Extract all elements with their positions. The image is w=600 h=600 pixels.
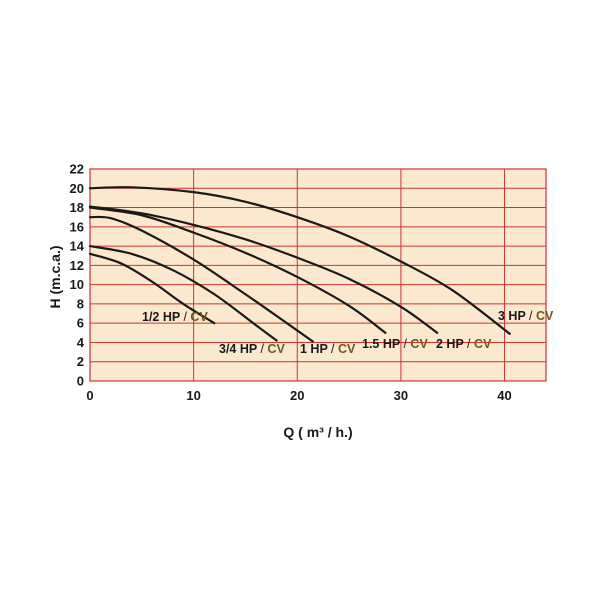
curves	[88, 186, 511, 343]
y-tick-label: 16	[70, 219, 84, 234]
x-tick-label: 30	[394, 388, 408, 403]
curve-1.5-hp	[88, 206, 387, 334]
curve-label-cv: CV	[474, 337, 492, 351]
curve-3-4-hp	[88, 244, 278, 342]
curve-label-cv: CV	[410, 337, 428, 351]
curve-3-hp	[88, 186, 511, 335]
curve-label-cv: CV	[190, 310, 208, 324]
curve-label-cv: CV	[536, 309, 554, 323]
curve-label-hp: 1/2 HP	[142, 310, 183, 324]
y-tick-label: 22	[70, 162, 84, 177]
y-tick-label: 20	[70, 181, 84, 196]
y-tick-label: 18	[70, 200, 84, 215]
curve-label-hp: 1 HP	[300, 342, 331, 356]
curve-label-separator: /	[403, 337, 410, 351]
curve-1-hp	[88, 215, 314, 343]
curve-label-separator: /	[331, 342, 338, 356]
x-tick-label: 0	[86, 388, 93, 403]
plot-frame	[89, 168, 547, 382]
curve-label: 2 HP / CV	[436, 337, 492, 351]
x-tick-labels: 0 10 20 30 40	[86, 388, 511, 403]
y-tick-label: 2	[77, 354, 84, 369]
curve-label-separator: /	[467, 337, 474, 351]
curve-label: 1 HP / CV	[300, 342, 356, 356]
curve-label-cv: CV	[338, 342, 356, 356]
y-axis-title: H (m.c.a.)	[47, 245, 63, 308]
curve-label-separator: /	[183, 310, 190, 324]
x-tick-label: 20	[290, 388, 304, 403]
x-tick-label: 40	[497, 388, 511, 403]
x-tick-label: 10	[186, 388, 200, 403]
grid-lines	[89, 168, 547, 382]
curve-label-hp: 1.5 HP	[362, 337, 403, 351]
curve-1-2-hp	[88, 252, 216, 325]
curve-label-separator: /	[529, 309, 536, 323]
y-tick-label: 14	[70, 239, 85, 254]
curve-label: 1.5 HP / CV	[362, 337, 428, 351]
curve-label-hp: 3/4 HP	[219, 342, 260, 356]
plot-background	[90, 169, 546, 381]
y-tick-label: 0	[77, 374, 84, 389]
y-tick-labels: 0 2 4 6 8 10 12 14 16 18 20 22	[70, 162, 85, 389]
curve-label-hp: 2 HP	[436, 337, 467, 351]
curve-label-cv: CV	[267, 342, 285, 356]
curve-label: 3/4 HP / CV	[219, 342, 285, 356]
y-tick-label: 10	[70, 277, 84, 292]
y-tick-label: 12	[70, 258, 84, 273]
y-tick-label: 8	[77, 296, 84, 311]
curve-label-hp: 3 HP	[498, 309, 529, 323]
x-axis-title: Q ( m³ / h.)	[283, 424, 352, 440]
curve-label-separator: /	[260, 342, 267, 356]
y-tick-label: 4	[77, 335, 85, 350]
curve-2-hp	[88, 205, 439, 334]
curve-labels: 1/2 HP / CV3/4 HP / CV 1 HP / CV 1.5 HP / …	[142, 309, 554, 356]
curve-label: 3 HP / CV	[498, 309, 554, 323]
curve-label: 1/2 HP / CV	[142, 310, 208, 324]
y-tick-label: 6	[77, 316, 84, 331]
